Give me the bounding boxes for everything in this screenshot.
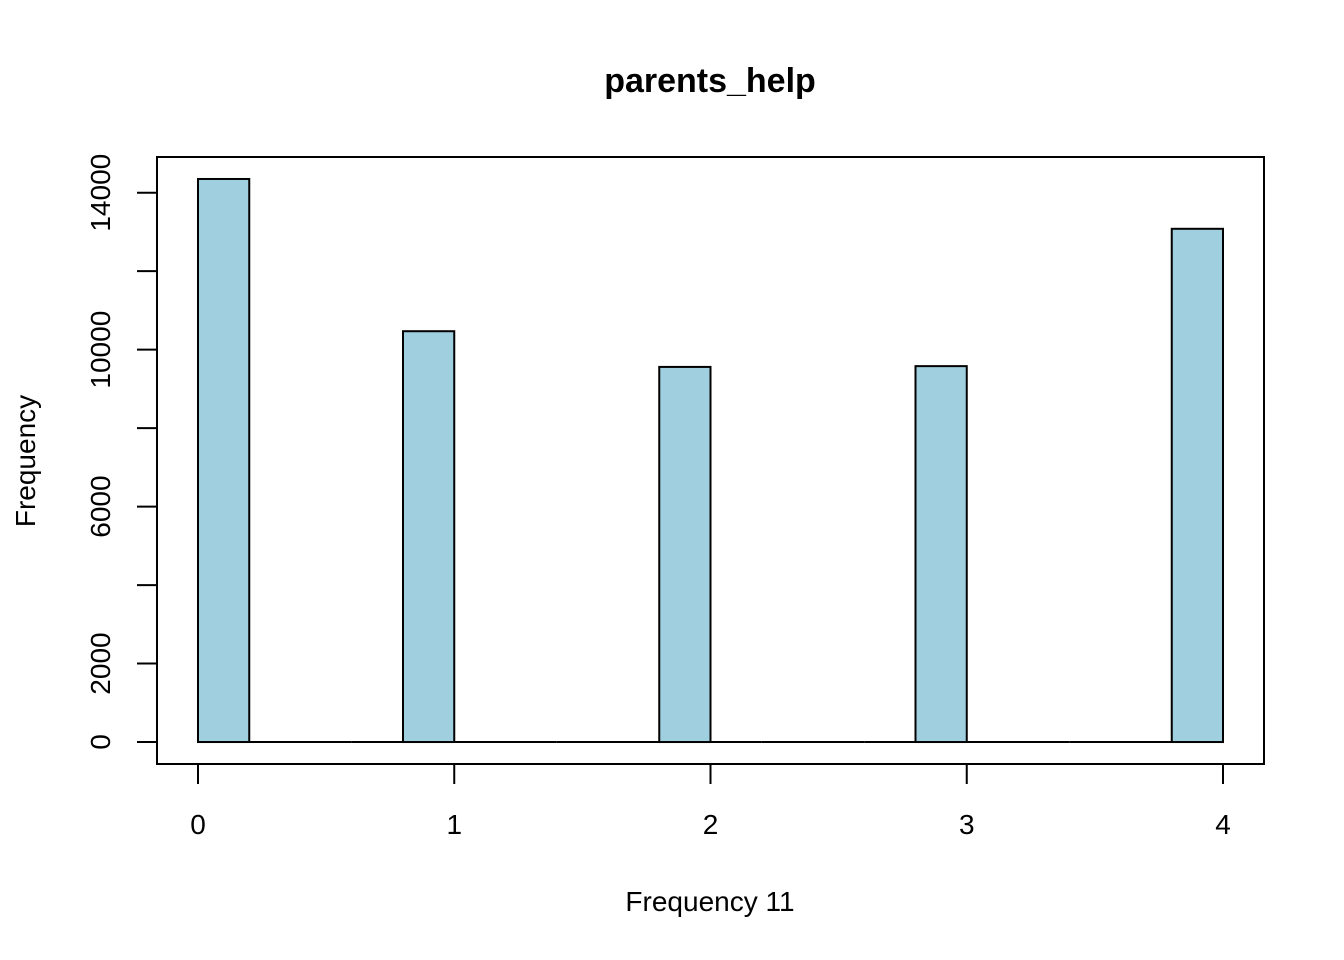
x-axis: 0 1 2 3 4 [190, 763, 1231, 840]
bar-2 [658, 365, 712, 744]
x-tick-label: 3 [959, 809, 975, 840]
y-tick-label: 0 [85, 734, 116, 750]
bar-1 [402, 330, 456, 744]
x-tick-label: 2 [703, 809, 719, 840]
bar-4 [1170, 227, 1224, 744]
plot-frame [156, 156, 1265, 765]
y-tick-label: 14000 [85, 154, 116, 232]
y-axis: 0 2000 6000 10000 14000 [85, 154, 158, 750]
bars-group [197, 177, 1224, 744]
x-tick-label: 0 [190, 809, 206, 840]
x-tick-label: 1 [446, 809, 462, 840]
y-tick-label: 6000 [85, 475, 116, 537]
bar-0 [197, 177, 251, 744]
chart-title: parents_help [604, 62, 816, 100]
y-tick-label: 10000 [85, 311, 116, 389]
bar-3 [914, 365, 968, 744]
x-axis-label: Frequency 11 [625, 886, 794, 917]
y-tick-label: 2000 [85, 632, 116, 694]
y-axis-label: Frequency [10, 395, 41, 527]
x-tick-label: 4 [1215, 809, 1231, 840]
